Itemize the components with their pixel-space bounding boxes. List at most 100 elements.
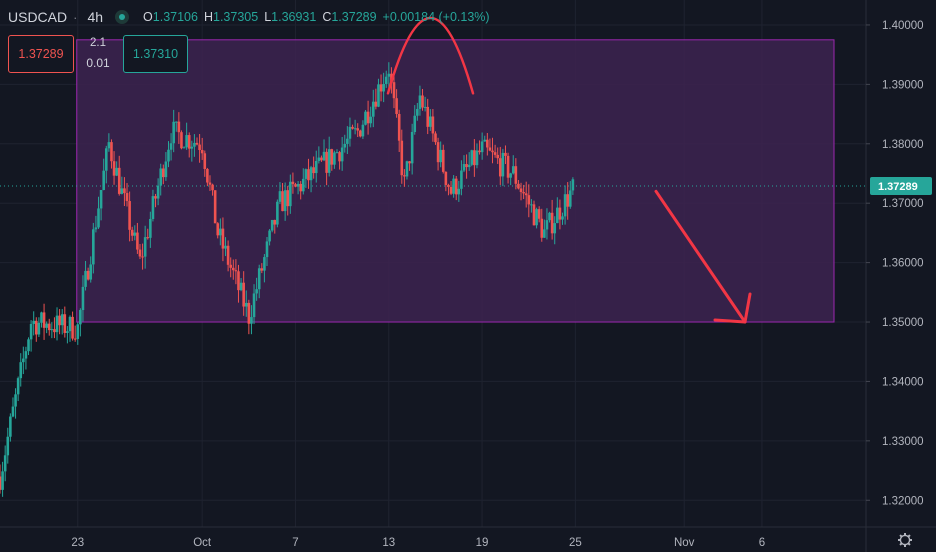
candle-body	[195, 142, 199, 145]
candle-body	[522, 192, 525, 194]
candle-body	[535, 209, 538, 226]
candle-body	[486, 139, 489, 148]
last-price-badge-bg	[870, 177, 932, 196]
candle-body	[343, 143, 347, 148]
ohlc-open-value: 1.37106	[152, 10, 198, 24]
candle-body	[537, 209, 541, 219]
price-tick-label: 1.35000	[882, 317, 924, 329]
candle-body	[211, 184, 214, 191]
time-tick-label: 7	[292, 537, 298, 549]
candle-body	[571, 179, 575, 191]
candle-body	[369, 116, 372, 124]
candle-body	[92, 229, 95, 265]
candle-body	[172, 121, 175, 144]
candle-body	[550, 212, 554, 234]
candle-body	[133, 232, 137, 236]
candle-body	[467, 164, 471, 168]
downward-arrow[interactable]	[654, 189, 752, 324]
candle-body	[229, 264, 233, 268]
arrow-head	[713, 292, 752, 324]
candle-body	[353, 128, 357, 130]
candle-body	[149, 218, 152, 238]
candle-body	[216, 223, 220, 236]
timeframe-label[interactable]: 4h	[87, 9, 104, 25]
arrow-shaft	[654, 189, 747, 324]
candle-body	[563, 194, 567, 217]
candle-body	[444, 171, 448, 185]
candle-body	[79, 310, 82, 325]
candle-body	[247, 302, 251, 324]
candle-body	[473, 150, 476, 166]
buy-button[interactable]: 1.37310	[123, 35, 188, 73]
candle-body	[123, 188, 126, 194]
candle-body	[556, 207, 559, 224]
candle-body	[436, 142, 440, 163]
candle-body	[244, 302, 248, 307]
candle-body	[462, 164, 466, 171]
candle-body	[125, 193, 129, 202]
candle-body	[190, 146, 194, 149]
candle-body	[102, 170, 105, 190]
candle-body	[392, 82, 396, 99]
symbol-name[interactable]: USDCAD	[8, 9, 68, 25]
candle-body	[180, 132, 183, 149]
price-tick-label: 1.38000	[882, 139, 924, 151]
candle-body	[193, 142, 196, 147]
sell-button[interactable]: 1.37289	[8, 35, 74, 73]
candle-body	[128, 201, 131, 230]
candle-body	[335, 152, 339, 154]
candle-body	[242, 282, 245, 307]
ohlc-open-label: O	[143, 10, 153, 24]
candle-body	[63, 314, 67, 333]
ohlc-low-label: L	[264, 10, 272, 24]
candle-body	[517, 183, 520, 189]
candle-body	[6, 436, 10, 456]
candle-body	[314, 160, 318, 174]
candle-body	[151, 196, 155, 219]
candle-body	[330, 149, 334, 165]
double-top-arc[interactable]	[386, 16, 475, 95]
candle-body	[237, 271, 240, 291]
candle-body	[164, 161, 168, 178]
last-price-badge: 1.37289	[870, 177, 932, 196]
candle-body	[11, 406, 15, 417]
candle-body	[112, 161, 116, 176]
candle-body	[58, 315, 61, 326]
candle-body	[317, 157, 321, 161]
time-axis[interactable]: 23 Oct 7 13 19 25 Nov 6	[71, 537, 765, 549]
candle-body	[460, 170, 463, 189]
candle-body	[27, 339, 30, 352]
candle-body	[263, 257, 266, 271]
candle-body	[403, 175, 406, 177]
candle-body	[66, 331, 69, 333]
candle-body	[449, 186, 453, 194]
candle-body	[387, 73, 391, 77]
candle-body	[99, 189, 103, 209]
candle-body	[276, 201, 279, 225]
candle-body	[97, 208, 100, 228]
candle-body	[200, 150, 204, 154]
candle-body	[568, 190, 572, 207]
candle-body	[224, 245, 227, 249]
candle-body	[76, 324, 80, 339]
candle-body	[45, 323, 48, 328]
candle-body	[53, 329, 56, 333]
candle-body	[511, 166, 515, 174]
candle-body	[431, 116, 435, 134]
candle-body	[434, 133, 437, 143]
price-axis[interactable]: 1.40000 1.39000 1.38000 1.37000 1.36000 1.350…	[866, 20, 924, 507]
candle-body	[493, 152, 497, 155]
ohlc-high: H1.37305	[204, 10, 258, 24]
candle-body	[320, 157, 323, 161]
candle-body	[162, 168, 165, 178]
candle-body	[117, 167, 121, 194]
candle-body	[301, 178, 305, 192]
candle-body	[413, 115, 417, 132]
candle-body	[359, 130, 362, 137]
candle-body	[213, 190, 217, 224]
candle-body	[364, 111, 367, 125]
settings-gear-icon[interactable]	[898, 533, 912, 547]
candle-body	[524, 193, 528, 196]
candle-body	[270, 219, 274, 231]
